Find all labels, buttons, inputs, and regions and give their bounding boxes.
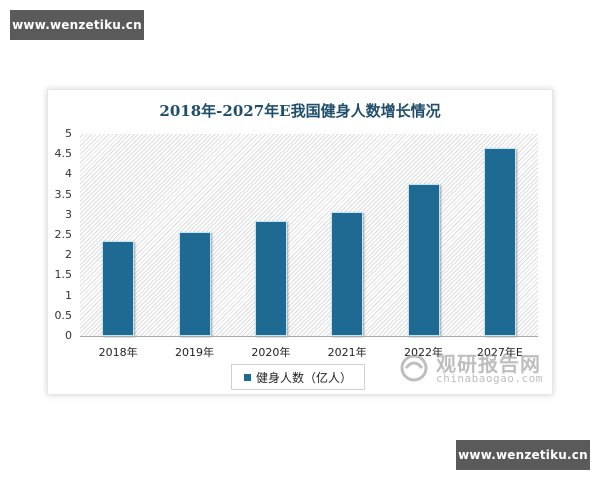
chart-card: 2018年-2027年E我国健身人数增长情况 5 4.5 4 3.5 3 2.5 2 1.5 1… [47, 89, 553, 395]
logo-text-cn: 观研报告网 [436, 352, 541, 376]
bar-5 [483, 148, 516, 336]
y-tick-label: 4 [65, 167, 72, 181]
y-tick-label: 0 [65, 329, 72, 342]
y-tick-label: 1 [65, 288, 72, 302]
x-tick-label: 2020年 [251, 346, 291, 359]
logo-text-en: chinabaogao.com [436, 372, 543, 385]
legend-label: 健身人数（亿人） [255, 370, 352, 385]
y-tick-label: 5 [65, 127, 72, 140]
bar-3 [331, 211, 364, 336]
y-tick-label: 3 [65, 207, 72, 221]
y-tick-label: 3.5 [54, 187, 73, 201]
source-logo: 观研报告网 chinabaogao.com [400, 348, 550, 388]
x-tick-label: 2019年 [175, 346, 214, 359]
chart-title: 2018年-2027年E我国健身人数增长情况 [159, 102, 441, 120]
bar-4 [407, 184, 440, 336]
watermark-top: www.wenzetiku.cn [10, 10, 144, 40]
x-tick-label: 2027年E [476, 346, 523, 359]
legend-swatch-icon [243, 373, 251, 381]
y-tick-label: 2 [65, 248, 72, 262]
x-tick-label: 2018年 [98, 346, 138, 359]
y-tick-label: 0.5 [54, 308, 73, 322]
bar-0 [102, 241, 135, 336]
watermark-bottom: www.wenzetiku.cn [456, 440, 590, 470]
bar-2 [254, 220, 287, 336]
x-tick-label: 2021年 [327, 346, 367, 359]
x-axis-line [80, 336, 538, 337]
plot-area [80, 134, 538, 336]
y-tick-label: 1.5 [54, 268, 73, 282]
y-tick-label: 2.5 [54, 228, 73, 241]
y-tick-label: 4.5 [54, 147, 73, 161]
bar-1 [178, 232, 211, 336]
legend: 健身人数（亿人） [231, 364, 365, 390]
logo-swirl-icon [400, 354, 428, 382]
